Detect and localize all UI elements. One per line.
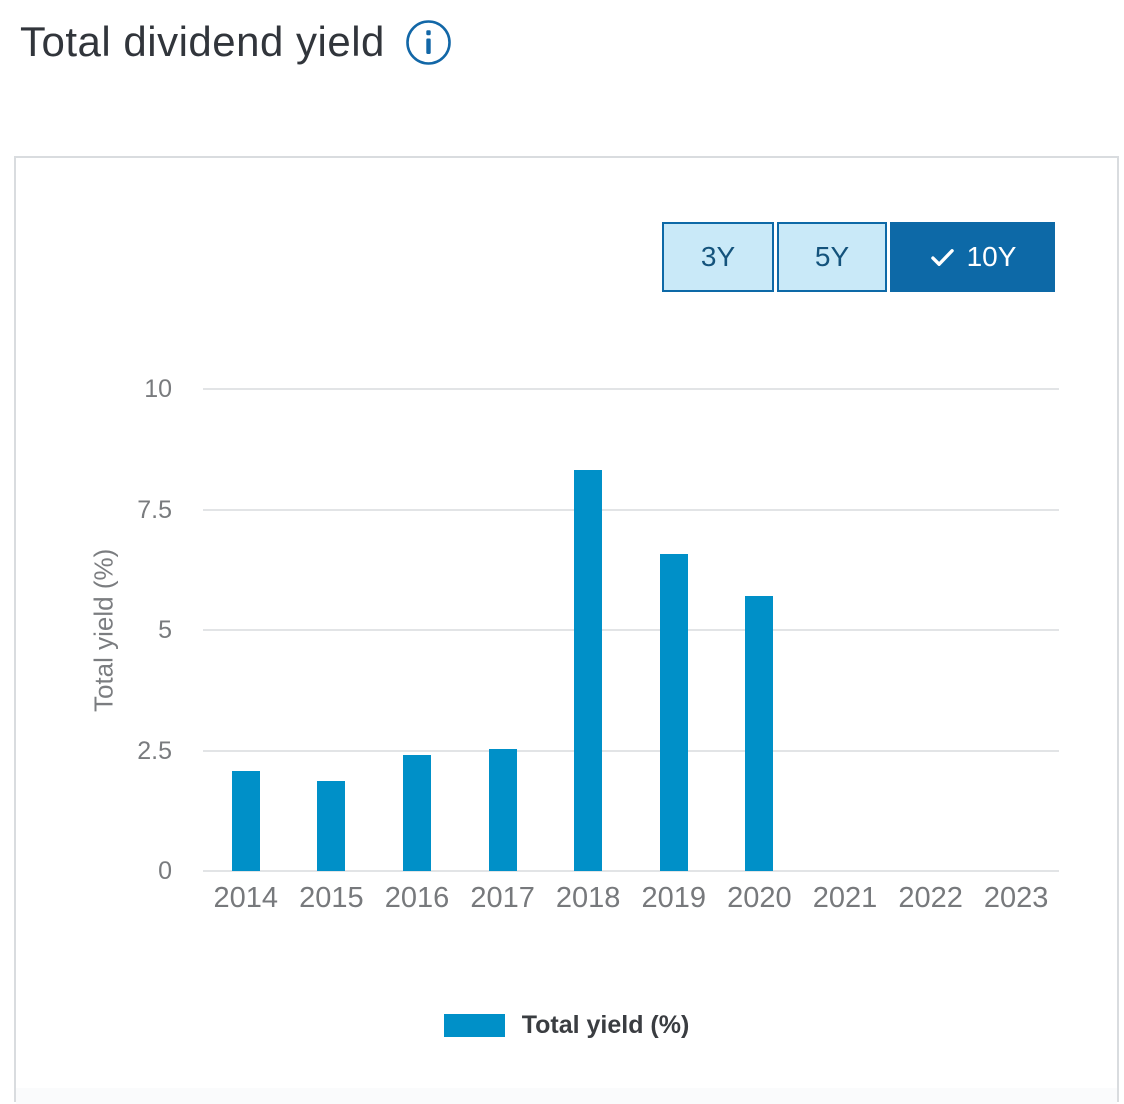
y-tick-label: 7.5	[137, 495, 172, 524]
x-axis-label-2021: 2021	[812, 882, 878, 914]
legend-swatch	[443, 1014, 505, 1037]
bar-2019[interactable]	[659, 554, 688, 871]
chart-legend: Total yield (%)	[16, 1011, 1117, 1040]
x-axis-label-2019: 2019	[641, 882, 707, 914]
gridline	[203, 388, 1059, 390]
x-axis-label-2023: 2023	[983, 882, 1049, 914]
y-axis-ticks: 0 2.5 5 7.5 10	[112, 375, 172, 885]
bar-2015[interactable]	[317, 780, 346, 871]
gridline	[203, 629, 1059, 631]
x-axis-label-2017: 2017	[470, 882, 535, 914]
toggle-5y[interactable]: 5Y	[777, 222, 887, 292]
info-icon[interactable]	[405, 19, 452, 66]
time-range-toggle: 3Y 5Y 10Y	[662, 222, 1055, 292]
card-footer-strip	[16, 1088, 1117, 1104]
bar-2018[interactable]	[574, 469, 603, 871]
chart-card: 3Y 5Y 10Y Total yield (%) 0 2.5 5 7.5 10 201…	[14, 156, 1119, 1104]
bar-2016[interactable]	[403, 754, 431, 871]
y-tick-label: 0	[158, 857, 172, 885]
x-axis-label-2022: 2022	[898, 882, 963, 914]
toggle-10y[interactable]: 10Y	[890, 222, 1055, 292]
x-axis-label-2015: 2015	[299, 882, 364, 914]
y-tick-label: 2.5	[137, 736, 172, 765]
bar-2020[interactable]	[745, 596, 774, 871]
page-title: Total dividend yield	[20, 18, 385, 65]
page-header: Total dividend yield	[20, 18, 452, 66]
toggle-3y-label: 3Y	[700, 241, 736, 272]
plot-area	[203, 388, 1059, 872]
x-axis-label-2014: 2014	[213, 882, 279, 914]
x-axis-label-2018: 2018	[555, 882, 621, 914]
y-tick-label: 5	[158, 616, 172, 644]
x-axis-label-2020: 2020	[727, 882, 792, 914]
check-icon	[929, 244, 956, 271]
gridline	[203, 749, 1059, 752]
bar-2017[interactable]	[488, 749, 517, 871]
toggle-5y-label: 5Y	[814, 241, 850, 272]
y-tick-label: 10	[144, 375, 172, 403]
toggle-10y-label: 10Y	[966, 241, 1017, 272]
gridline	[203, 870, 1059, 872]
legend-label: Total yield (%)	[521, 1011, 690, 1039]
toggle-3y[interactable]: 3Y	[662, 222, 774, 292]
x-axis-label-2016: 2016	[384, 882, 450, 914]
bar-2014[interactable]	[231, 771, 260, 871]
gridline	[203, 508, 1059, 511]
